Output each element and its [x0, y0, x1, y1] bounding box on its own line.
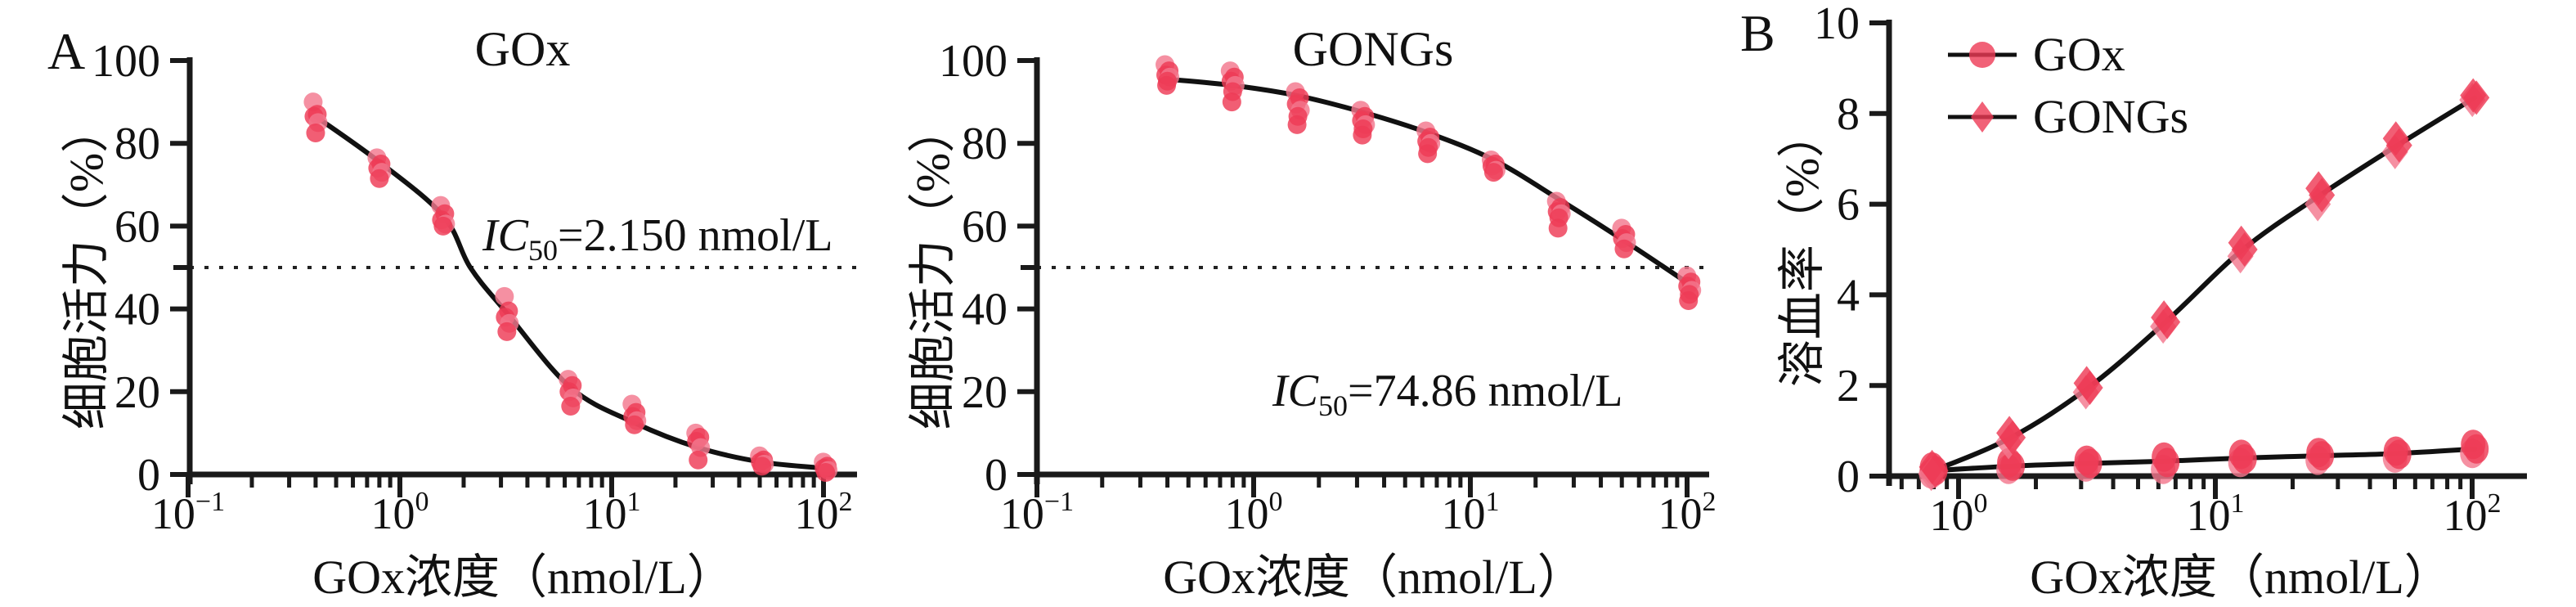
viability_gox-x-tick-label-1e2: 102 [795, 487, 853, 538]
viability_gox-y-tick-label-0: 0 [137, 450, 160, 501]
data-point-gongs [2382, 121, 2409, 156]
legend: GOx GONGs [1945, 29, 2188, 142]
legend-label-gox: GOx [2033, 28, 2125, 81]
viability_gox-y-tick-label-80: 80 [114, 119, 160, 169]
ic50-subscript: 50 [528, 234, 558, 268]
legend-row-gongs: GONGs [1945, 92, 2188, 142]
hemolysis-y-tick-label-2: 2 [1837, 361, 1860, 411]
chart-gongs-y-axis-label: 细胞活力（%） [906, 105, 959, 430]
data-point-gox [2383, 436, 2408, 466]
data-point-gox [816, 462, 836, 482]
chart-gongs-ic50-annotation: IC50=74.86 nmol/L [1272, 365, 1622, 423]
chart-gongs-x-axis-label: GOx浓度（nmol/L） [1163, 551, 1585, 604]
viability_gongs-curve-gongs [1165, 76, 1692, 287]
ic50-prefix: IC [1272, 366, 1318, 416]
data-point-gox [1997, 447, 2022, 478]
hemolysis-x-tick-label-1e2: 102 [2444, 488, 2502, 540]
data-point-gongs [1614, 239, 1634, 259]
hemolysis-x-tick-label-1e0: 100 [1930, 488, 1988, 540]
data-point-gox [497, 321, 517, 341]
data-point-gox [495, 286, 514, 306]
viability_gox-y-tick-label-40: 40 [114, 285, 160, 335]
hemolysis-y-tick-label-4: 4 [1837, 270, 1860, 321]
viability_gongs-y-tick-label-60: 60 [962, 201, 1008, 252]
viability_gongs-y-tick-label-80: 80 [962, 119, 1008, 169]
hemolysis-y-tick-label-6: 6 [1837, 180, 1860, 231]
data-point-gox [625, 415, 644, 434]
data-point-gongs [2228, 225, 2255, 260]
hemolysis-y-tick-label-10: 10 [1814, 0, 1860, 49]
chart-a-y-axis-label: 细胞活力（%） [60, 105, 113, 430]
viability_gongs-y-tick-label-100: 100 [939, 36, 1008, 87]
data-point-gongs [1919, 449, 1945, 484]
panel-b-label: B [1740, 4, 1775, 62]
chart-b-x-axis-label: GOx浓度（nmol/L） [2030, 551, 2452, 604]
panel-a-label: A [47, 22, 86, 80]
chart-a-ic50-annotation: IC50=2.150 nmol/L [482, 209, 832, 268]
viability_gongs-x-tick-label-1e0: 100 [1225, 487, 1283, 538]
data-point-gongs [2460, 78, 2487, 113]
legend-label-gongs: GONGs [2033, 90, 2189, 143]
data-point-gongs [2305, 171, 2332, 206]
viability_gox-y-tick-label-100: 100 [92, 36, 160, 87]
data-point-gongs [1548, 218, 1568, 238]
data-point-gongs [1483, 163, 1503, 182]
chart-a-x-axis-label: GOx浓度（nmol/L） [312, 551, 734, 604]
ic50-value: =74.86 nmol/L [1348, 366, 1623, 416]
legend-row-gox: GOx [1945, 29, 2188, 80]
data-point-gox [306, 124, 325, 143]
viability_gox-x-tick-label-1e0: 100 [371, 487, 429, 538]
data-point-gox [2074, 445, 2099, 475]
viability_gox-y-tick-label-60: 60 [114, 201, 160, 252]
data-point-gox [561, 397, 581, 416]
data-point-gongs [1996, 416, 2023, 451]
gox-circle-marker-icon [1948, 42, 2017, 68]
data-point-gongs [1287, 115, 1307, 134]
data-point-gongs [1157, 75, 1177, 95]
ic50-value: =2.150 nmol/L [558, 210, 833, 261]
chart-b-y-axis-label: 溶血率（%） [1775, 110, 1829, 388]
hemolysis-y-tick-label-8: 8 [1837, 89, 1860, 140]
data-point-gox [689, 450, 708, 470]
data-point-gox [2228, 439, 2254, 470]
ic50-prefix: IC [482, 210, 528, 261]
viability_gox-curve-gox [312, 114, 828, 471]
data-point-gox [2152, 442, 2177, 472]
viability_gongs-x-tick-label-1e-1: 10−1 [1000, 487, 1074, 538]
chart-gongs-title: GONGs [1292, 22, 1454, 76]
viability_gongs-y-tick-label-0: 0 [985, 450, 1008, 501]
hemolysis-y-tick-label-0: 0 [1837, 452, 1860, 502]
data-point-gongs [1222, 92, 1241, 112]
viability_gongs-y-tick-label-20: 20 [962, 367, 1008, 418]
data-point-gongs [2151, 300, 2178, 335]
data-point-gox [433, 216, 453, 236]
data-point-gongs [1418, 144, 1438, 164]
chart-a-title: GOx [474, 22, 571, 76]
viability_gongs-y-tick-label-40: 40 [962, 285, 1008, 335]
ic50-subscript: 50 [1318, 389, 1348, 423]
data-point-gox [370, 169, 389, 188]
data-point-gongs [1353, 125, 1372, 145]
data-point-gox [752, 456, 772, 476]
hemolysis-x-tick-label-1e1: 101 [2187, 488, 2245, 540]
data-point-gongs [2073, 366, 2100, 401]
viability_gox-x-tick-label-1e-1: 10−1 [151, 487, 225, 538]
data-point-gongs [1679, 290, 1699, 310]
viability_gongs-x-tick-label-1e2: 102 [1658, 487, 1717, 538]
viability_gox-x-tick-label-1e1: 101 [583, 487, 641, 538]
viability_gongs-x-tick-label-1e1: 101 [1442, 487, 1500, 538]
data-point-gox [2306, 438, 2331, 468]
gongs-diamond-marker-icon [1948, 101, 2017, 133]
data-point-gox [2461, 429, 2486, 460]
viability_gox-y-tick-label-20: 20 [114, 367, 160, 418]
